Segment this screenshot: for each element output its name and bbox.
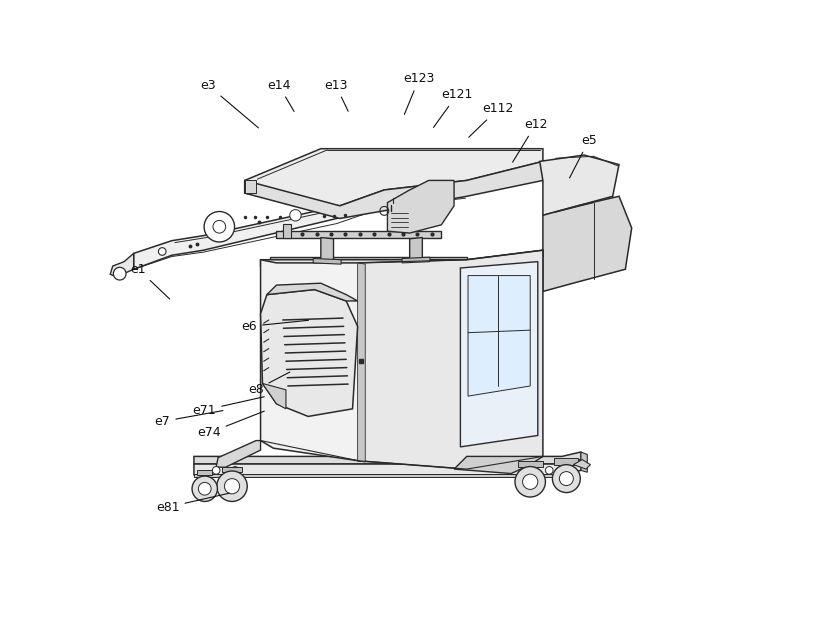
Circle shape [559, 472, 573, 486]
Text: e121: e121 [433, 88, 473, 127]
Text: e6: e6 [241, 320, 309, 333]
Polygon shape [468, 276, 530, 396]
Polygon shape [270, 257, 467, 263]
Polygon shape [222, 467, 241, 472]
Polygon shape [262, 383, 286, 409]
Text: e3: e3 [201, 79, 259, 128]
Text: e14: e14 [267, 79, 294, 111]
Polygon shape [402, 257, 430, 263]
Polygon shape [554, 458, 577, 465]
Circle shape [225, 479, 240, 494]
Polygon shape [573, 460, 591, 469]
Polygon shape [276, 231, 442, 237]
Circle shape [563, 467, 571, 474]
Polygon shape [409, 237, 423, 261]
Polygon shape [245, 148, 543, 206]
Polygon shape [321, 237, 334, 261]
Polygon shape [216, 440, 260, 467]
Polygon shape [460, 262, 537, 447]
Text: e12: e12 [513, 118, 547, 162]
Circle shape [212, 467, 220, 474]
Polygon shape [194, 474, 561, 477]
Polygon shape [260, 260, 359, 461]
Polygon shape [454, 456, 543, 474]
Circle shape [290, 210, 301, 221]
Polygon shape [540, 155, 619, 215]
Circle shape [552, 465, 581, 493]
Polygon shape [313, 259, 341, 264]
Text: e5: e5 [570, 134, 597, 178]
Polygon shape [358, 263, 365, 462]
Circle shape [527, 467, 534, 474]
Circle shape [113, 268, 126, 280]
Polygon shape [194, 460, 581, 475]
Circle shape [217, 471, 247, 502]
Polygon shape [543, 196, 631, 291]
Polygon shape [581, 452, 587, 472]
Polygon shape [260, 289, 358, 417]
Text: e74: e74 [197, 411, 265, 440]
Circle shape [198, 483, 211, 495]
Text: e81: e81 [156, 493, 230, 514]
Text: e7: e7 [155, 411, 223, 428]
Text: e1: e1 [131, 263, 170, 299]
Polygon shape [267, 284, 358, 301]
Polygon shape [518, 461, 543, 467]
Polygon shape [359, 250, 543, 469]
Polygon shape [197, 470, 211, 475]
Text: e112: e112 [468, 102, 514, 137]
Circle shape [158, 248, 166, 255]
Polygon shape [388, 180, 454, 233]
Circle shape [522, 474, 537, 490]
Circle shape [192, 476, 217, 502]
Circle shape [213, 220, 225, 233]
Polygon shape [110, 253, 134, 277]
Text: e71: e71 [193, 397, 265, 417]
Text: e123: e123 [404, 72, 434, 115]
Polygon shape [194, 452, 581, 464]
Polygon shape [134, 180, 467, 269]
Text: e13: e13 [324, 79, 348, 111]
Text: e8: e8 [248, 372, 290, 396]
Polygon shape [260, 250, 543, 266]
Circle shape [204, 211, 235, 242]
Circle shape [515, 467, 546, 497]
Circle shape [231, 467, 239, 474]
Polygon shape [283, 223, 291, 237]
Polygon shape [245, 180, 256, 193]
Polygon shape [245, 161, 543, 218]
Circle shape [546, 467, 553, 474]
